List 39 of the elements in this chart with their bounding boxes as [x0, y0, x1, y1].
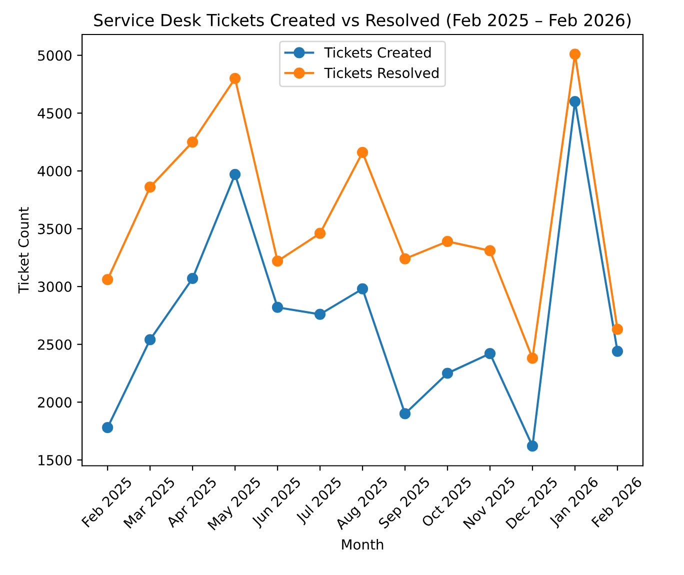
x-axis-title: Month	[342, 538, 384, 550]
point	[356, 283, 368, 294]
point	[526, 352, 538, 364]
point	[187, 272, 198, 284]
point	[272, 302, 284, 313]
point	[612, 324, 624, 335]
y-tick-label: 5000	[38, 50, 72, 61]
point	[314, 228, 326, 239]
point	[484, 348, 496, 360]
point	[187, 136, 198, 148]
y-tick-label: 4000	[38, 166, 72, 176]
point	[569, 96, 581, 108]
point	[229, 72, 241, 84]
y-tick-label: 4500	[38, 108, 72, 119]
y-tick-label: 2500	[38, 339, 72, 350]
point	[144, 182, 156, 193]
chart-title: Service Desk Tickets Created vs Resolved (Feb 2025 – Feb 2026)	[94, 14, 631, 28]
point	[442, 236, 454, 248]
point	[102, 422, 114, 434]
y-tick-label: 1500	[38, 454, 72, 466]
point	[314, 308, 326, 320]
y-tick-label: 3000	[38, 282, 72, 292]
point	[526, 440, 538, 452]
legend-label: Tickets Created	[324, 47, 431, 58]
point	[102, 274, 114, 286]
point	[399, 253, 411, 264]
point	[272, 256, 284, 267]
legend-label: Tickets Resolved	[324, 67, 438, 78]
point	[356, 146, 368, 158]
point	[484, 245, 496, 256]
y-tick-label: 2000	[38, 397, 72, 408]
y-tick-label: 3500	[38, 224, 72, 234]
point	[229, 168, 241, 180]
point	[399, 408, 411, 420]
point	[569, 48, 581, 60]
point	[442, 368, 454, 379]
point	[144, 334, 156, 346]
y-axis-title: Ticket Count	[18, 207, 29, 294]
point	[612, 346, 624, 357]
